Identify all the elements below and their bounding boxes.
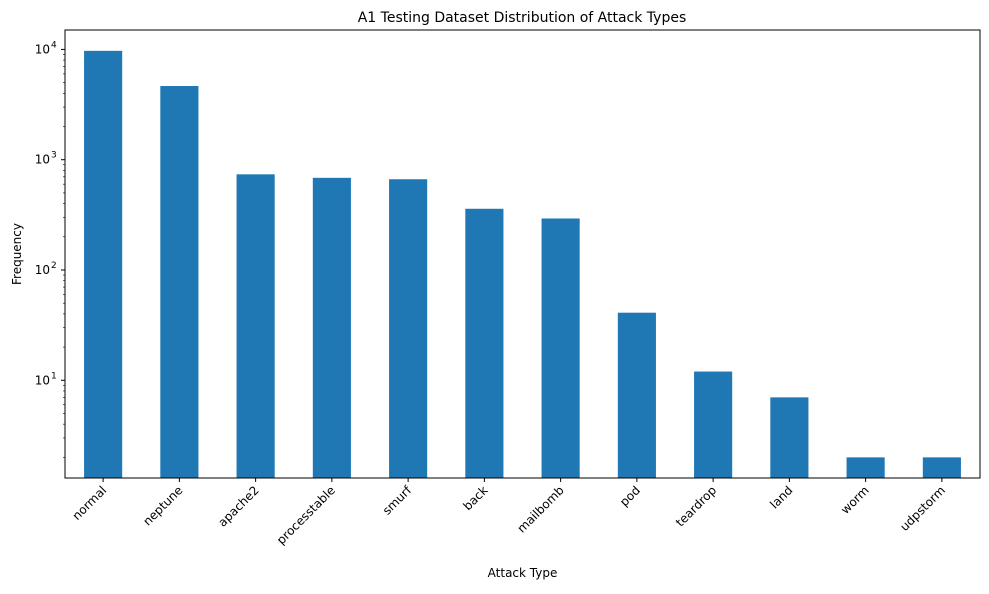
bar-worm xyxy=(846,457,885,478)
x-tick-label: pod xyxy=(617,483,643,509)
x-tick-label: normal xyxy=(70,483,110,523)
y-tick-base: 10 xyxy=(35,153,50,167)
x-tick-label: teardrop xyxy=(673,483,719,529)
x-tick-label: back xyxy=(460,483,490,513)
bar-apache2 xyxy=(236,174,275,478)
bar-processtable xyxy=(312,177,351,479)
bar-neptune xyxy=(160,86,199,479)
bar-smurf xyxy=(389,179,428,478)
bar-teardrop xyxy=(694,371,733,478)
x-tick-label: udpstorm xyxy=(897,483,948,534)
x-tick-label: mailbomb xyxy=(514,483,566,535)
y-tick-base: 10 xyxy=(35,373,50,387)
bar-land xyxy=(770,397,809,478)
y-tick-label: 10 xyxy=(35,153,50,167)
plot-area-frame xyxy=(64,29,981,479)
bar-back xyxy=(465,208,504,478)
x-tick-label: neptune xyxy=(140,483,185,528)
y-tick-base: 10 xyxy=(35,42,50,56)
y-tick-label: 10 xyxy=(35,263,50,277)
y-axis-label: Frequency xyxy=(10,223,24,285)
y-tick-label: 10 xyxy=(35,42,50,56)
x-tick-label: processtable xyxy=(274,483,338,547)
bars-layer xyxy=(84,50,961,479)
x-axis-ticks: normal neptune apache2 processtable smurf bac… xyxy=(70,478,948,547)
y-tick-base: 10 xyxy=(35,263,50,277)
bar-pod xyxy=(617,312,656,478)
bar-mailbomb xyxy=(541,218,580,478)
chart-title: A1 Testing Dataset Distribution of Attac… xyxy=(358,10,687,26)
x-axis-label: Attack Type xyxy=(488,566,558,580)
x-tick-label: apache2 xyxy=(215,483,261,529)
y-tick-exponent: 3 xyxy=(51,151,57,161)
x-tick-label: worm xyxy=(838,483,872,517)
y-tick-exponent: 4 xyxy=(51,40,57,50)
y-tick-exponent: 1 xyxy=(51,371,57,381)
x-tick-label: land xyxy=(767,483,795,511)
bar-normal xyxy=(84,50,123,478)
x-tick-label: smurf xyxy=(380,483,415,518)
y-tick-label: 10 xyxy=(35,373,50,387)
y-tick-exponent: 2 xyxy=(51,261,57,271)
bar-udpstorm xyxy=(922,457,961,478)
